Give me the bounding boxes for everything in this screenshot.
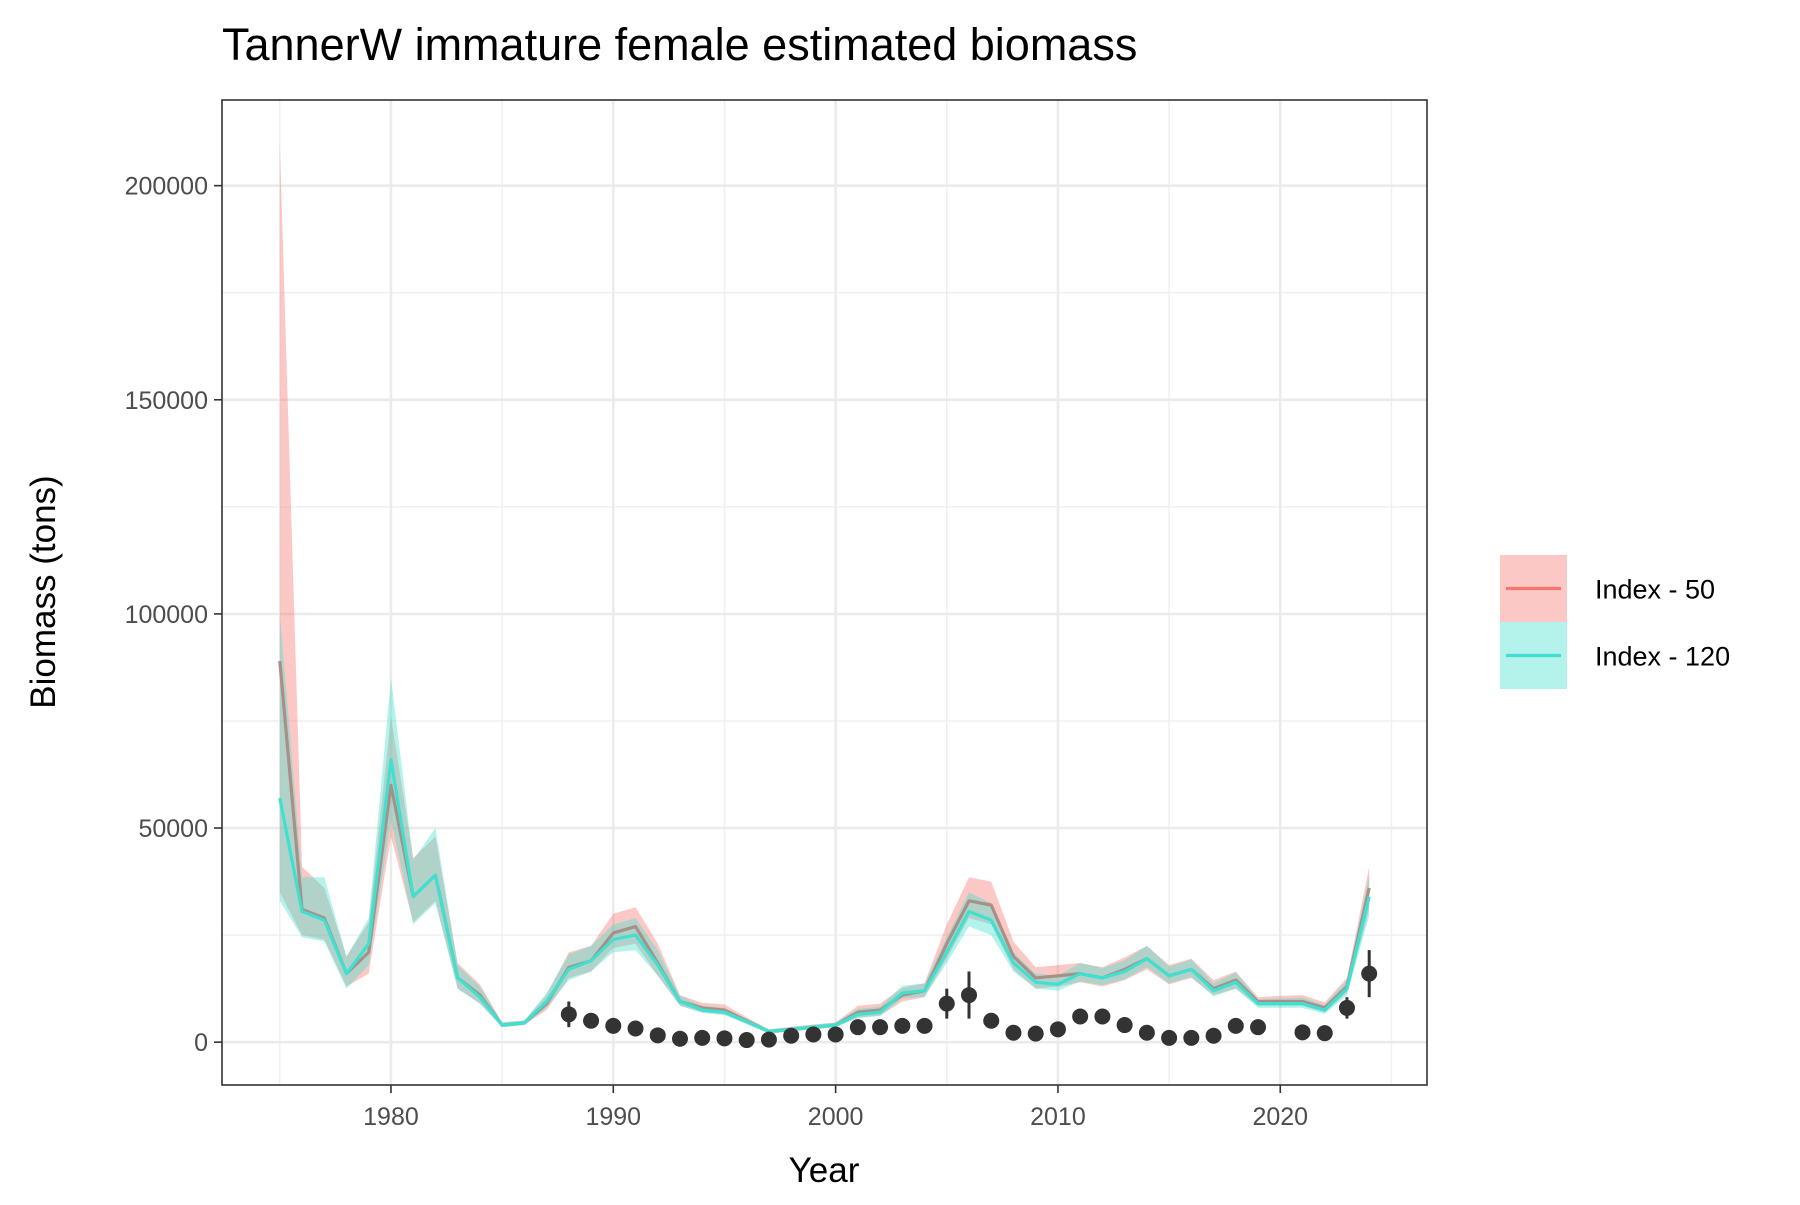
y-tick-label: 100000 (125, 601, 208, 629)
x-tick-label: 2020 (1252, 1103, 1308, 1131)
x-tick-label: 1980 (363, 1103, 419, 1131)
observed-point (627, 1020, 644, 1037)
observed-point (716, 1030, 733, 1047)
plot-border (221, 99, 1428, 1086)
observed-point (1005, 1024, 1022, 1041)
observed-point (1361, 965, 1378, 982)
observed-point (560, 1006, 577, 1023)
axes: 1980 1990 2000 2010 2020 0 50000 100000 150000 20… (125, 173, 1309, 1131)
chart-title: TannerW immature female estimated biomas… (222, 19, 1137, 70)
legend: Index - 50 Index - 120 (1500, 555, 1730, 689)
observed-point (760, 1031, 777, 1048)
observed-point (783, 1027, 800, 1044)
x-axis-title: Year (789, 1151, 860, 1190)
observed-point (916, 1017, 933, 1034)
y-tick-label: 150000 (125, 387, 208, 415)
observed-point (694, 1029, 711, 1046)
observed-point (961, 987, 978, 1004)
observed-point (1338, 999, 1355, 1016)
observed-point (1094, 1008, 1111, 1025)
observed-point (849, 1019, 866, 1036)
observed-point (1161, 1029, 1178, 1046)
legend-key-2 (1500, 622, 1567, 689)
observed-point (649, 1027, 666, 1044)
y-tick-label: 0 (194, 1029, 208, 1057)
observed-point (938, 995, 955, 1012)
plot-panel (222, 100, 1427, 1085)
y-axis-title: Biomass (tons) (24, 475, 63, 708)
legend-key-1 (1500, 555, 1567, 622)
observed-point (1316, 1025, 1333, 1042)
series-lines (278, 660, 1371, 1034)
observed-point (583, 1012, 600, 1029)
observed-point (894, 1017, 911, 1034)
observed-point (1205, 1027, 1222, 1044)
observed-points (560, 950, 1378, 1049)
grid-lines (222, 100, 1427, 1085)
observed-point (1116, 1017, 1133, 1034)
observed-point (1138, 1024, 1155, 1041)
legend-label: Index - 120 (1595, 642, 1730, 672)
observed-point (872, 1019, 889, 1036)
observed-point (1027, 1025, 1044, 1042)
x-tick-label: 2000 (808, 1103, 864, 1131)
y-tick-label: 50000 (138, 815, 208, 843)
observed-point (1072, 1008, 1089, 1025)
observed-point (1227, 1017, 1244, 1034)
observed-point (671, 1030, 688, 1047)
observed-point (1183, 1029, 1200, 1046)
y-tick-label: 200000 (125, 173, 208, 201)
observed-point (605, 1017, 622, 1034)
observed-point (1049, 1021, 1066, 1038)
observed-point (983, 1012, 1000, 1029)
observed-point (805, 1026, 822, 1043)
observed-point (1250, 1019, 1267, 1036)
observed-point (1294, 1024, 1311, 1041)
line-series-2 (278, 757, 1371, 1034)
x-tick-label: 2010 (1030, 1103, 1086, 1131)
observed-point (827, 1026, 844, 1043)
legend-label: Index - 50 (1595, 575, 1715, 605)
observed-point (738, 1032, 755, 1049)
x-tick-label: 1990 (585, 1103, 641, 1131)
